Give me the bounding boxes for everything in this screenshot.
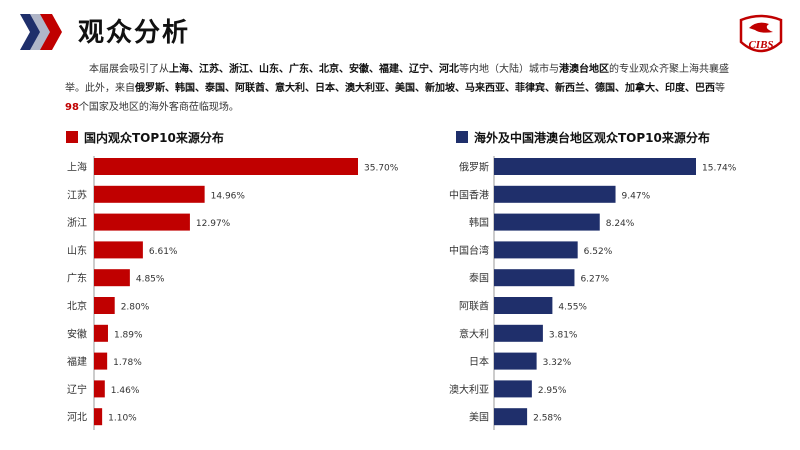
chart-overseas-bar (494, 269, 575, 287)
chart-overseas-bar (494, 185, 616, 203)
chart-domestic-bar (94, 185, 205, 203)
chart-domestic-data-label: 1.78% (113, 358, 142, 368)
chart-domestic-tick-label: 辽宁 (67, 383, 87, 396)
chart-overseas-tick-label: 澳大利亚 (449, 383, 489, 396)
chart-overseas-tick-label: 日本 (469, 355, 489, 368)
chart-overseas-data-label: 15.74% (702, 164, 737, 174)
chart-overseas-title: 海外及中国港澳台地区观众TOP10来源分布 (474, 130, 710, 145)
chart-domestic-data-label: 35.70% (364, 164, 399, 174)
chart-domestic-data-label: 12.97% (196, 219, 231, 229)
chart-domestic-data-label: 1.89% (114, 330, 143, 340)
chart-overseas-data-label: 2.95% (538, 386, 567, 396)
chart-overseas-data-label: 4.55% (558, 303, 587, 313)
chart-overseas-tick-label: 美国 (469, 411, 489, 424)
chart-overseas-data-label: 3.81% (549, 330, 578, 340)
chart-overseas-bar (494, 352, 537, 370)
chart-domestic-bar (94, 297, 115, 314)
intro-paragraph: 本届展会吸引了从上海、江苏、浙江、山东、广东、北京、安徽、福建、辽宁、河北等内地… (65, 64, 729, 113)
chart-domestic-title: 国内观众TOP10来源分布 (84, 130, 224, 145)
chart-overseas-bar (494, 380, 532, 398)
chart-domestic-bar (94, 158, 358, 175)
chart-domestic-bar (94, 408, 103, 426)
chart-domestic-bar (94, 380, 105, 398)
chart-domestic-data-label: 14.96% (211, 191, 246, 201)
chart-overseas-data-label: 3.32% (543, 358, 572, 368)
chart-domestic-tick-label: 北京 (67, 300, 87, 313)
chart-domestic-tick-label: 安徽 (67, 327, 87, 340)
page-title: 观众分析 (78, 18, 191, 48)
chart-overseas-tick-label: 意大利 (459, 327, 489, 340)
chart-overseas-data-label: 2.58% (533, 414, 562, 424)
chart-overseas-bar (494, 297, 553, 314)
chart-domestic-legend-swatch (66, 131, 78, 143)
chart-overseas-bar (494, 158, 696, 175)
chart-overseas-tick-label: 阿联酋 (459, 300, 489, 313)
chart-overseas-tick-label: 韩国 (469, 216, 489, 229)
chart-domestic-bar (94, 241, 143, 259)
chart-domestic-tick-label: 江苏 (67, 188, 87, 201)
chart-overseas-legend-swatch (456, 131, 468, 143)
chart-domestic-bar (94, 324, 108, 342)
chart-overseas-data-label: 9.47% (622, 191, 651, 201)
chart-overseas-data-label: 8.24% (606, 219, 635, 229)
svg-text:CIBS: CIBS (748, 39, 773, 51)
chart-domestic-tick-label: 浙江 (67, 217, 87, 229)
chart-domestic-tick-label: 广东 (67, 272, 87, 285)
chart-overseas-tick-label: 中国香港 (449, 188, 489, 201)
chart-domestic-data-label: 6.61% (149, 247, 178, 257)
chart-domestic-bar (94, 213, 190, 231)
chart-domestic-data-label: 2.80% (121, 303, 150, 313)
chart-domestic-bar (94, 269, 130, 287)
header-arrows-icon (20, 14, 62, 50)
chart-overseas-tick-label: 中国台湾 (449, 244, 489, 257)
chart-domestic-tick-label: 上海 (67, 161, 87, 174)
chart-overseas-tick-label: 俄罗斯 (459, 161, 489, 174)
chart-overseas-bar (494, 241, 578, 259)
chart-domestic-data-label: 1.46% (111, 386, 140, 396)
chart-domestic-data-label: 4.85% (136, 275, 165, 285)
chart-domestic-bar (94, 352, 108, 370)
chart-overseas-bar (494, 213, 600, 231)
chart-domestic-tick-label: 山东 (67, 244, 87, 257)
cibs-logo: CIBS (739, 14, 783, 53)
chart-overseas-tick-label: 泰国 (469, 272, 489, 285)
chart-domestic-data-label: 1.10% (108, 414, 137, 424)
chart-overseas-data-label: 6.52% (584, 247, 613, 257)
chart-domestic-tick-label: 河北 (67, 412, 87, 424)
chart-overseas-bar (494, 408, 528, 426)
chart-overseas-data-label: 6.27% (580, 275, 609, 285)
chart-domestic-tick-label: 福建 (67, 355, 87, 368)
chart-overseas-bar (494, 324, 543, 342)
